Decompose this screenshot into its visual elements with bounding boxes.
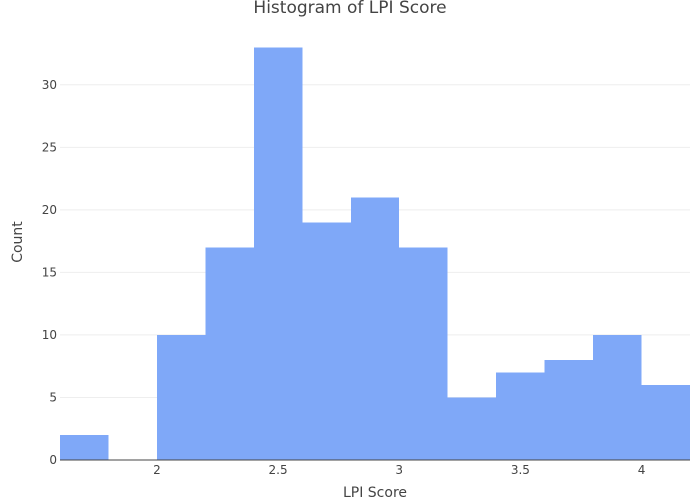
histogram-bar[interactable] (156, 334, 206, 460)
x-tick-label: 3.5 (511, 463, 530, 477)
y-tick-label: 25 (42, 140, 57, 154)
y-tick-labels: 0 5 10 15 20 25 30 (42, 78, 57, 467)
x-axis-title: LPI Score (343, 485, 407, 500)
y-tick-label: 5 (49, 390, 57, 404)
x-tick-labels: 2 2.5 3 3.5 4 (153, 463, 645, 477)
x-tick-label: 4 (638, 463, 646, 477)
histogram-bars (60, 47, 690, 461)
y-axis-title: Count (10, 221, 26, 263)
chart-title: Histogram of LPI Score (253, 0, 446, 18)
x-tick-label: 2.5 (269, 463, 288, 477)
histogram-bar[interactable] (399, 247, 448, 460)
histogram-bar[interactable] (302, 222, 351, 460)
histogram-bar[interactable] (205, 247, 254, 460)
histogram-bar[interactable] (496, 372, 545, 460)
y-tick-label: 0 (49, 453, 57, 467)
y-tick-label: 10 (42, 328, 57, 342)
y-tick-label: 30 (42, 78, 57, 92)
histogram-bar[interactable] (253, 47, 303, 461)
y-tick-label: 20 (42, 203, 57, 217)
x-tick-label: 2 (153, 463, 161, 477)
histogram-bar[interactable] (447, 397, 497, 460)
histogram-bar[interactable] (641, 384, 690, 460)
y-tick-label: 15 (42, 265, 57, 279)
x-tick-label: 3 (395, 463, 403, 477)
histogram-bar[interactable] (60, 434, 109, 460)
histogram-bar[interactable] (544, 359, 594, 460)
histogram-bar[interactable] (350, 197, 400, 461)
histogram-bar[interactable] (593, 334, 642, 460)
